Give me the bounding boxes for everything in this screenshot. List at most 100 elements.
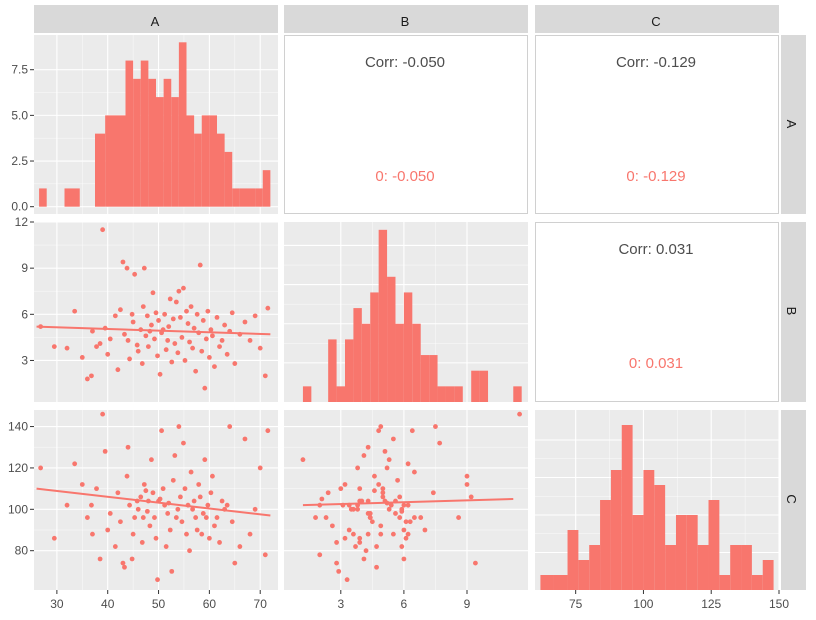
scatter-A-C-point-39: [155, 577, 160, 583]
hist-B-bar-6: [353, 308, 362, 402]
scatter-A-B-point-15: [115, 367, 121, 373]
scatter-B-C-point-44: [401, 502, 407, 508]
scatter-B-C-point-28: [334, 540, 339, 545]
hist-C-bar-20: [762, 560, 774, 590]
scatter-A-B-point-49: [169, 359, 175, 365]
scatter-A-B-point-47: [166, 324, 172, 330]
hist-A-bar-12: [171, 97, 179, 207]
scatter-A-B-point-55: [178, 314, 183, 320]
scatter-A-C-point-34: [147, 523, 153, 529]
scatter-B-C-point-69: [351, 531, 356, 537]
scatter-B-C-point-71: [300, 457, 306, 463]
hist-A-bar-0: [39, 188, 47, 207]
scatter-A-B-point-1: [51, 344, 57, 350]
scatter-A-B-point-3: [72, 308, 78, 314]
hist-A-bar-16: [201, 115, 210, 207]
scatter-A-B-point-37: [152, 336, 157, 342]
scatter-B-C-point-5: [313, 515, 318, 520]
scatter-A-B-point-58: [182, 358, 188, 363]
scatter-B-C-point-7: [378, 531, 384, 537]
scatter-B-C-point-53: [348, 506, 354, 512]
scatter-A-C-point-61: [187, 548, 192, 554]
hist-A-bar-23: [255, 188, 263, 207]
scatter-A-B-point-45: [163, 347, 169, 353]
scatter-A-B-point-89: [252, 313, 258, 319]
scatter-B-C-point-48: [422, 527, 428, 533]
scatter-A-B-point-87: [242, 319, 248, 325]
hist-B-bar-20: [471, 370, 480, 402]
hist-B-bar-15: [429, 355, 438, 402]
scatter-B-C-point-59: [405, 531, 411, 537]
scatter-A-B-point-13: [107, 336, 113, 342]
scatter-A-B-point-14: [112, 313, 118, 319]
hist-C-bar-2: [567, 530, 579, 590]
hist-A-bar-9: [148, 78, 156, 207]
scatter-A-C-point-21: [127, 502, 132, 508]
hist-C-bar-17: [730, 545, 742, 590]
hist-C-bar-6: [610, 470, 622, 590]
scatter-B-C-point-43: [380, 486, 386, 492]
scatter-A-B-point-41: [157, 371, 163, 377]
scatter-A-C-point-23: [130, 531, 136, 537]
scatter-A-B-point-31: [143, 333, 149, 339]
scatter-A-B-point-73: [205, 308, 211, 314]
x-axis-B-label-1: 6: [401, 597, 408, 611]
hist-A-bar-21: [239, 188, 248, 207]
scatter-B-C-point-35: [386, 457, 392, 463]
scatter-B-C-point-1: [357, 535, 363, 541]
scatter-A-B-point-85: [232, 361, 238, 366]
scatter-B-C-point-83: [378, 424, 384, 429]
scatter-A-B-point-5: [84, 376, 90, 382]
scatter-A-B-point-18: [122, 331, 127, 337]
scatter-A-B-point-91: [262, 373, 268, 379]
scatter-A-B-point-54: [176, 288, 182, 294]
scatter-A-B-point-4: [79, 354, 85, 360]
scatter-B-C-point-11: [382, 448, 388, 454]
scatter-A-B-point-51: [172, 341, 178, 346]
hist-A-bar-2: [64, 188, 80, 207]
y-axis-B-label-1: 6: [21, 307, 28, 321]
scatter-A-C-point-32: [144, 508, 150, 514]
scatter-A-C-point-87: [242, 436, 248, 442]
scatter-A-B-point-57: [181, 285, 186, 291]
x-axis-B-label-2: 9: [464, 597, 471, 611]
scatter-B-C-point-31: [372, 488, 377, 494]
y-axis-B-label-3: 12: [15, 215, 29, 229]
scatter-A-C-point-14: [112, 544, 118, 549]
scatter-B-C-point-27: [380, 494, 386, 500]
corr-panel-A-C: [535, 35, 779, 214]
scatter-B-C-point-57: [437, 440, 443, 446]
scatter-B-C-point-74: [342, 535, 348, 541]
hist-C-bar-10: [654, 485, 666, 590]
scatter-B-C-point-76: [372, 473, 377, 479]
x-axis-C-label-0: 75: [569, 597, 583, 611]
hist-C-bar-0: [540, 575, 554, 590]
scatter-B-C-point-33: [357, 498, 363, 504]
hist-C-bar-3: [578, 560, 590, 590]
hist-B-bar-7: [361, 323, 371, 402]
scatter-A-B-point-90: [257, 345, 263, 351]
scatter-A-C-point-88: [247, 531, 253, 537]
hist-A-bar-17: [209, 115, 217, 207]
y-axis-A-label-1: 2.5: [11, 154, 28, 168]
scatter-A-B-point-21: [127, 356, 132, 362]
hist-B-bar-0: [302, 386, 312, 402]
x-axis-A-label-1: 40: [101, 597, 115, 611]
corr-panel-A-B: [284, 35, 528, 214]
scatter-A-C-point-37: [152, 515, 157, 520]
scatter-A-C-point-36: [150, 490, 156, 496]
corr-group-A-C: 0: -0.129: [626, 168, 685, 185]
scatter-A-B-point-10: [100, 227, 106, 233]
scatter-A-B-point-9: [97, 341, 103, 346]
scatter-A-B-point-28: [139, 361, 145, 366]
hist-B-bar-21: [479, 370, 489, 402]
scatter-A-C-point-0: [38, 465, 44, 471]
scatter-A-C-point-50: [170, 477, 176, 483]
y-axis-C-label-3: 140: [8, 420, 28, 434]
scatter-B-C-point-4: [342, 482, 348, 487]
scatter-B-C-point-30: [464, 482, 470, 487]
scatter-A-C-point-70: [200, 511, 206, 516]
strip-bg-col-B: [284, 5, 528, 33]
hist-C-bar-13: [686, 515, 698, 590]
scatter-B-C-point-52: [418, 515, 424, 520]
